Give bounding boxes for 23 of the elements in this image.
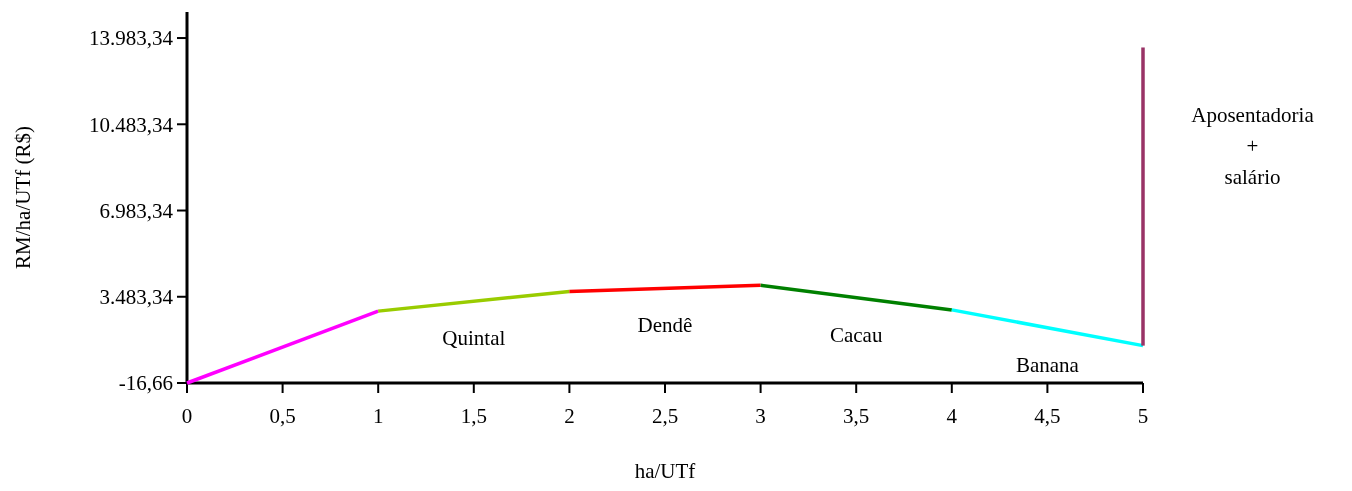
x-tick-label: 3,5 — [843, 404, 870, 428]
y-axis-title: RM/ha/UTf (R$) — [11, 126, 35, 269]
series-label: Quintal — [442, 326, 506, 351]
series-label: Dendê — [637, 313, 693, 338]
x-tick-label: 2,5 — [651, 404, 679, 428]
series-label: Banana — [1015, 352, 1080, 377]
x-axis-title: ha/UTf — [634, 459, 696, 483]
series-label: Cacau — [829, 322, 883, 347]
x-tick-label: 5 — [1137, 404, 1149, 428]
x-tick-label: 4 — [946, 404, 958, 428]
y-tick-label: 3.483,34 — [99, 285, 174, 310]
y-tick-label: 13.983,34 — [89, 26, 174, 51]
y-tick-label: 6.983,34 — [99, 198, 174, 223]
x-tick-label: 0 — [181, 404, 193, 428]
x-tick-label: 3 — [755, 404, 766, 428]
y-tick-label: 10.483,34 — [89, 112, 174, 137]
text: Aposentadoria + salário — [1191, 103, 1315, 190]
y-tick-label: -16,66 — [118, 371, 173, 396]
x-tick-label: 1 — [372, 404, 384, 428]
x-tick-label: 2 — [564, 404, 575, 428]
x-tick-label: 0,5 — [269, 404, 296, 428]
x-tick-label: 4,5 — [1034, 404, 1061, 428]
x-tick-label: 1,5 — [460, 404, 487, 428]
